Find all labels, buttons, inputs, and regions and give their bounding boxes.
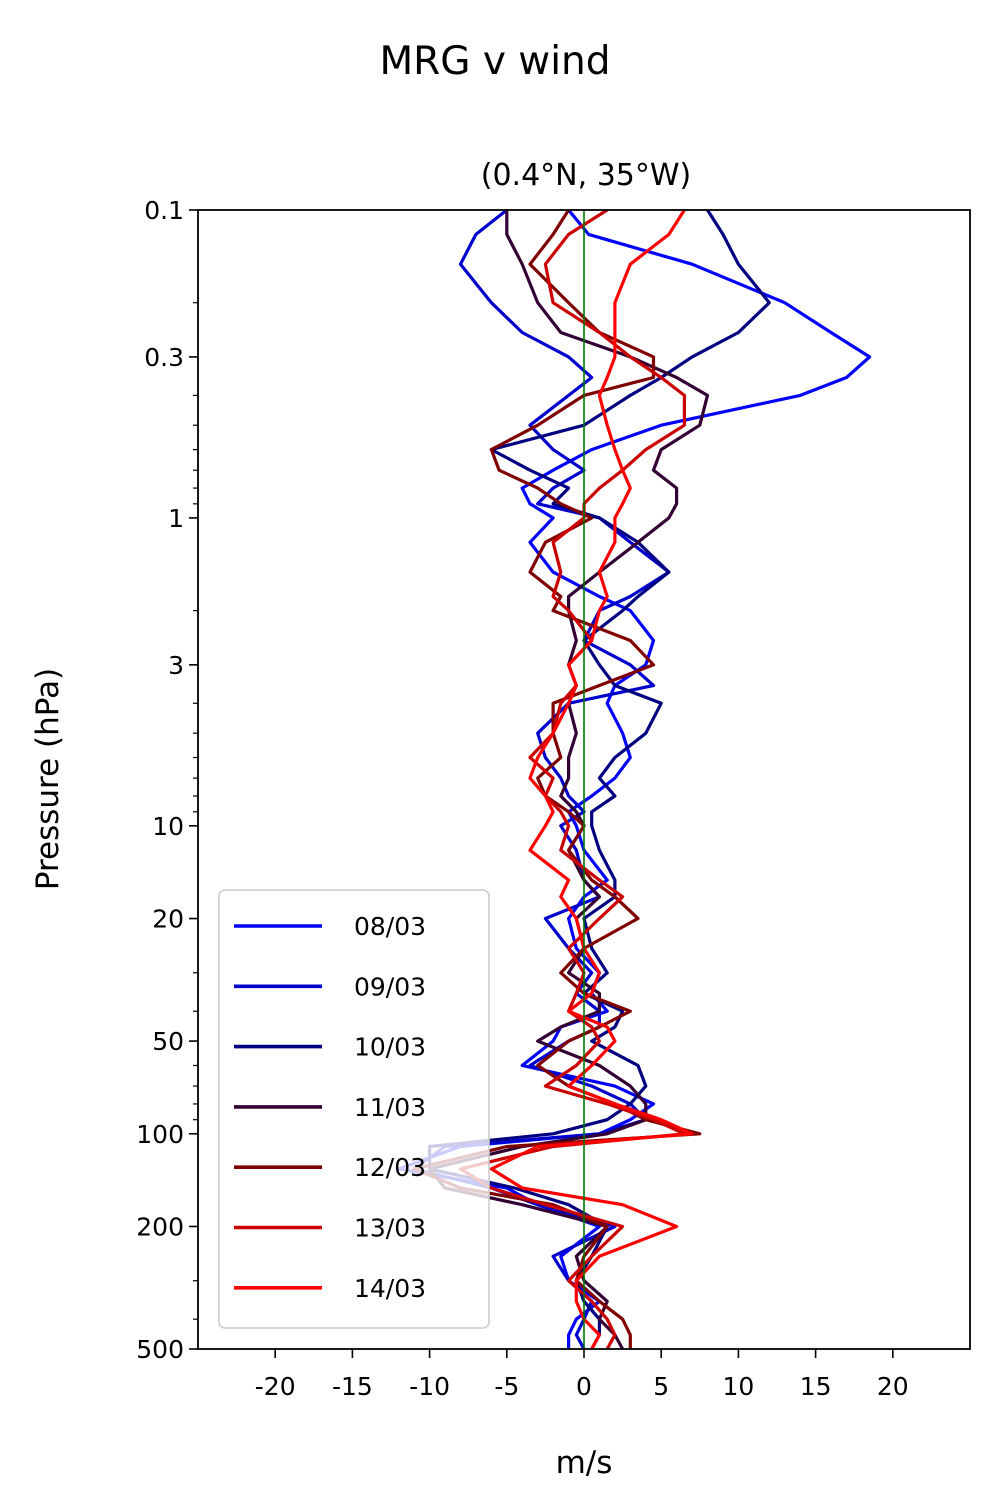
y-tick-label: 200 — [136, 1212, 184, 1241]
y-tick-label: 1 — [168, 504, 184, 533]
series-line-13-03 — [458, 210, 687, 1349]
legend-label: 10/03 — [354, 1033, 426, 1062]
x-tick-label: -5 — [494, 1372, 519, 1401]
series-group — [397, 210, 872, 1349]
x-tick-label: -20 — [255, 1372, 296, 1401]
x-tick-label: 20 — [877, 1372, 909, 1401]
y-axis-label: Pressure (hPa) — [30, 668, 66, 890]
legend-label: 14/03 — [354, 1274, 426, 1303]
y-tick-label: 3 — [168, 651, 184, 680]
figure-suptitle: MRG v wind — [379, 39, 610, 84]
series-line-14-03 — [489, 210, 694, 1349]
y-tick-label: 0.1 — [144, 196, 184, 225]
legend-frame — [218, 889, 490, 1329]
x-tick-label: 5 — [653, 1372, 669, 1401]
x-axis: -20 -15 -10 -5 0 5 10 15 20 — [255, 1349, 909, 1401]
y-tick-label: 50 — [152, 1027, 184, 1056]
x-tick-label: 15 — [800, 1372, 832, 1401]
legend: 08/03 09/03 10/03 11/03 12/03 13/03 14/03 — [218, 889, 490, 1329]
legend-label: 08/03 — [354, 912, 426, 941]
x-tick-label: 10 — [722, 1372, 754, 1401]
chart-title: (0.4°N, 35°W) — [481, 158, 691, 193]
x-tick-label: -15 — [332, 1372, 373, 1401]
y-tick-label: 20 — [152, 905, 184, 934]
x-tick-label: 0 — [576, 1372, 592, 1401]
legend-label: 09/03 — [354, 972, 426, 1001]
x-tick-label: -10 — [409, 1372, 450, 1401]
x-axis-label: m/s — [556, 1445, 613, 1481]
legend-label: 13/03 — [354, 1214, 426, 1243]
y-axis: 0.1 0.3 1 3 10 20 50 100 200 500 — [136, 196, 198, 1364]
legend-label: 11/03 — [354, 1093, 426, 1122]
y-tick-label: 10 — [152, 812, 184, 841]
y-tick-label: 100 — [136, 1120, 184, 1149]
y-tick-label: 0.3 — [144, 343, 184, 372]
legend-label: 12/03 — [354, 1153, 426, 1182]
y-tick-label: 500 — [136, 1335, 184, 1364]
